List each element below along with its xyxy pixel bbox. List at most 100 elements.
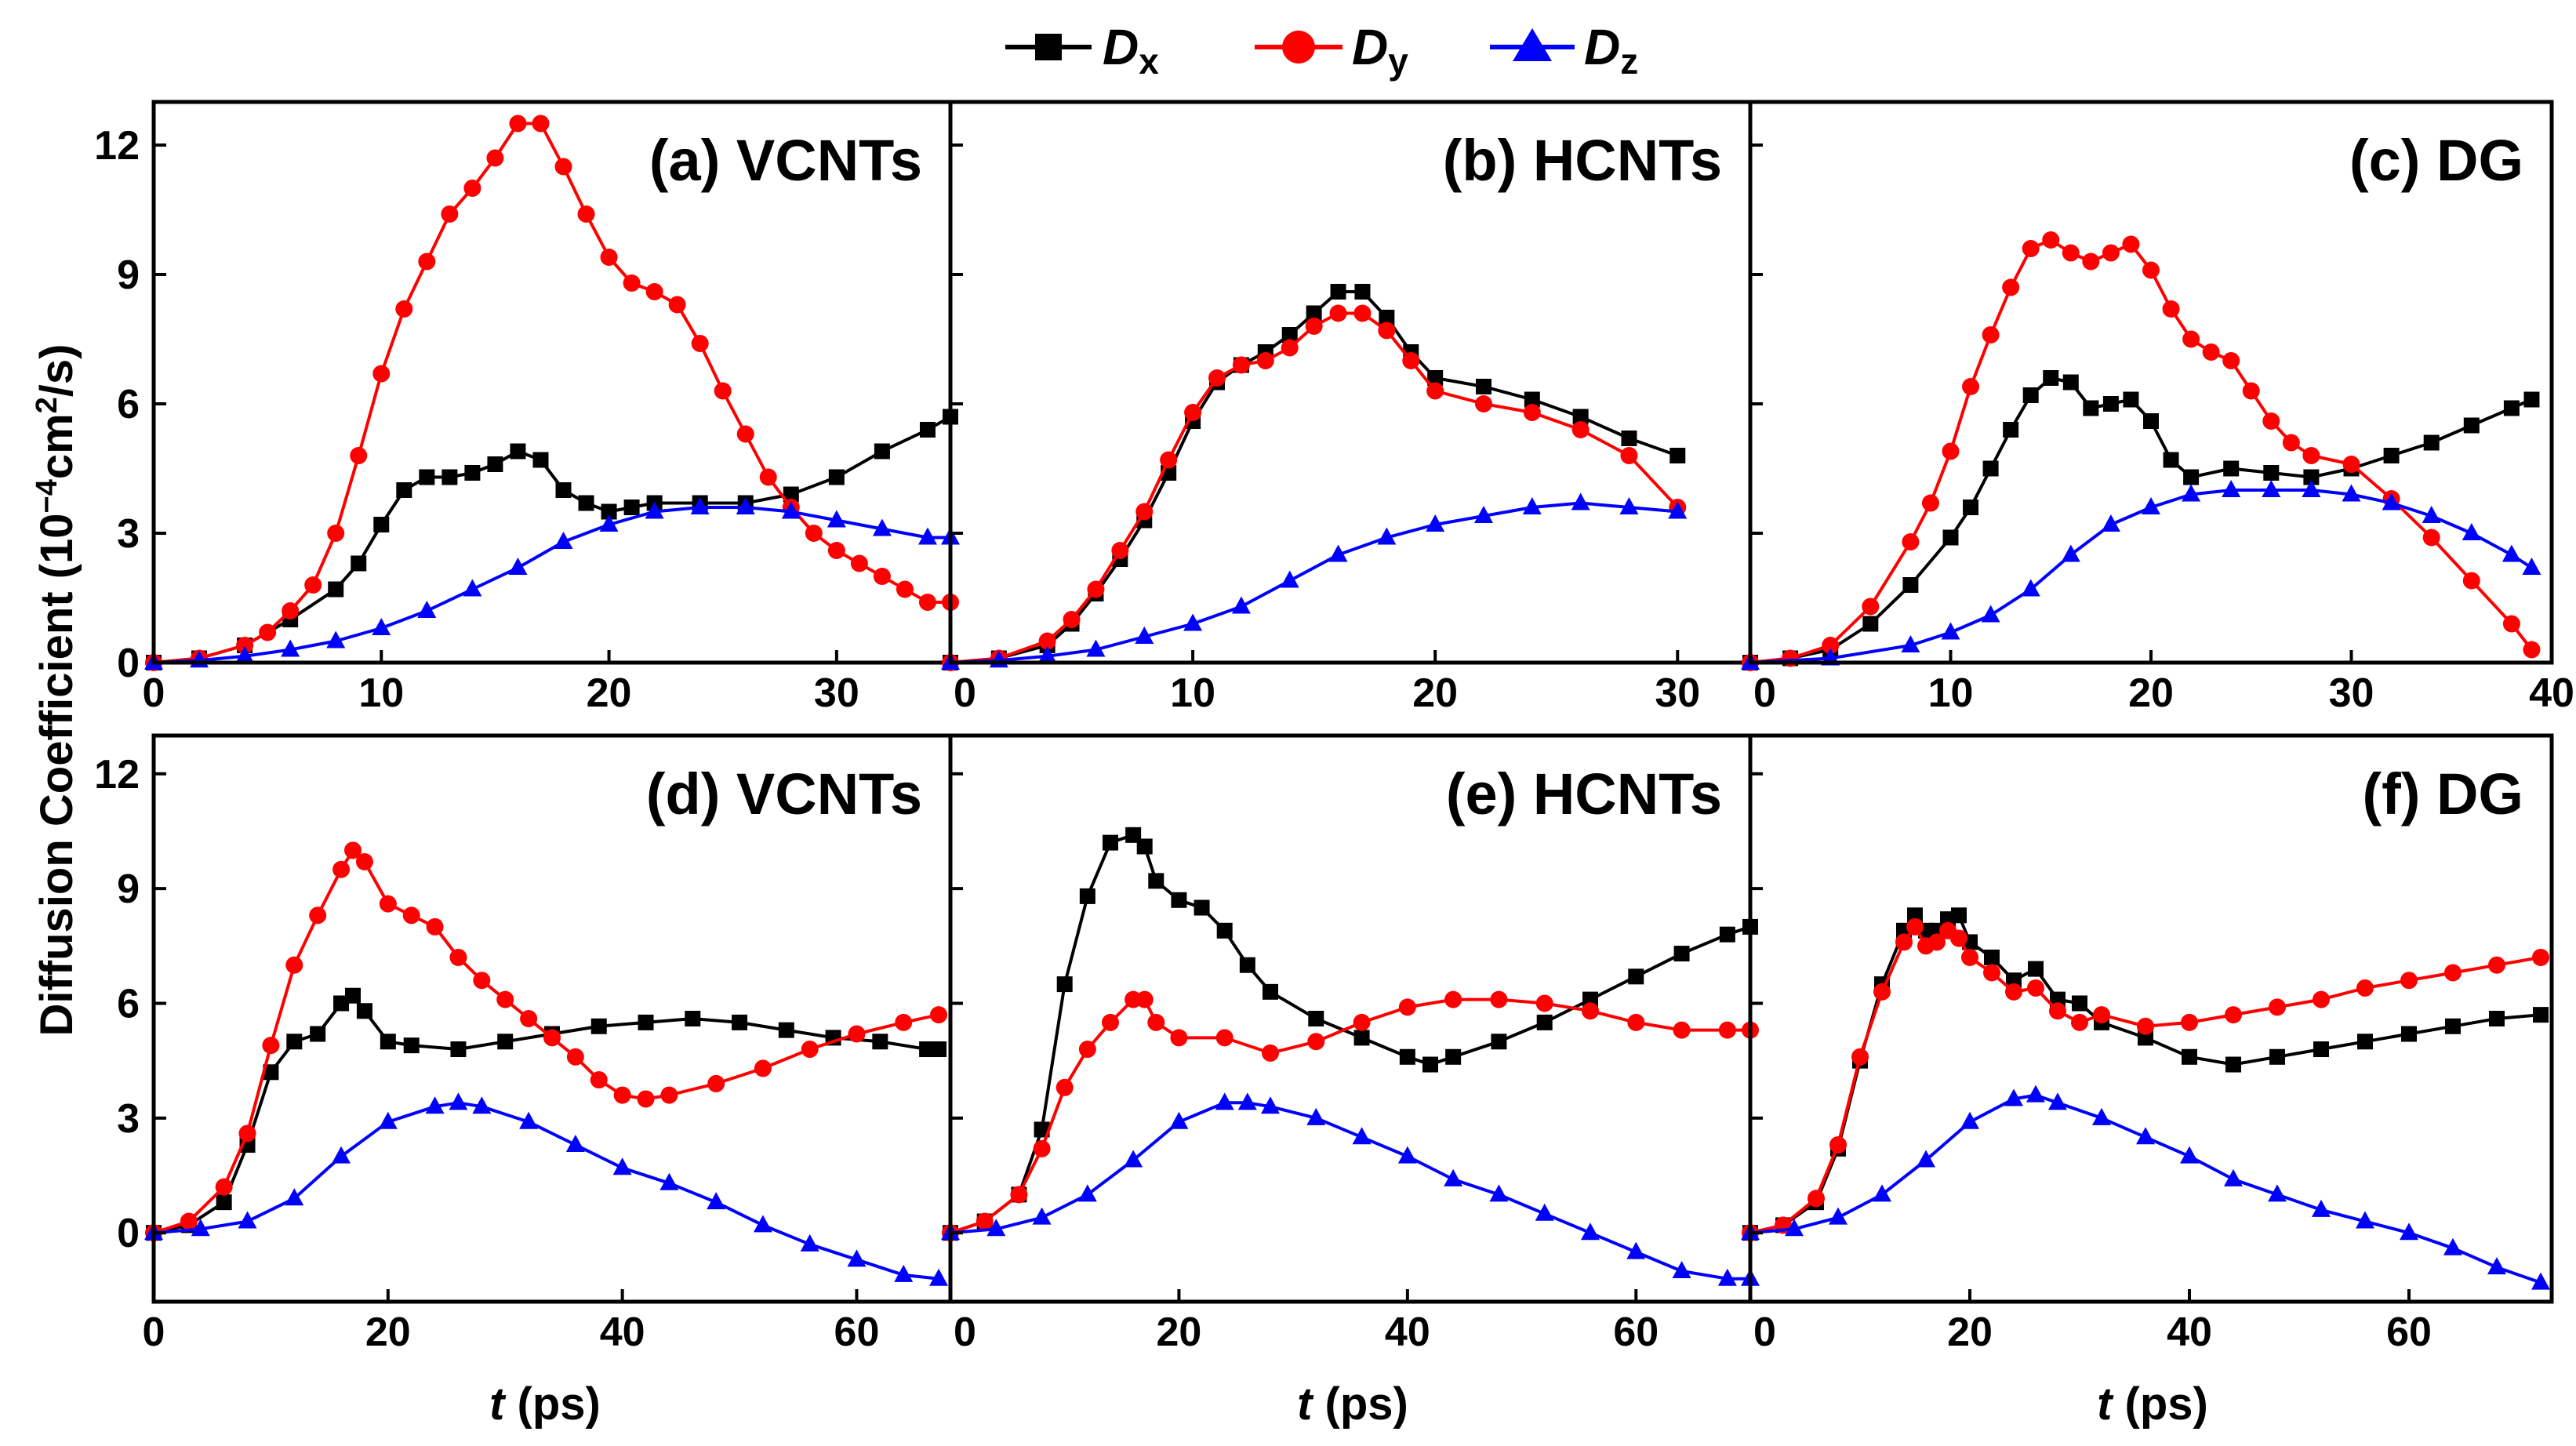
data-point-dy <box>372 365 391 383</box>
data-point-dz <box>417 601 437 618</box>
data-point-dy <box>1983 964 2000 982</box>
panel-f: 0 20 40 60 (f) DG <box>1741 733 2554 1355</box>
data-point-dz <box>2048 1092 2067 1110</box>
data-point-dz <box>1032 1207 1052 1225</box>
data-point-dz <box>2443 1237 2462 1255</box>
data-point-dy <box>259 623 277 641</box>
data-point-dx <box>1308 1011 1324 1026</box>
y-tick-label: 0 <box>117 641 140 686</box>
data-point-dx <box>783 486 799 503</box>
x-tick-label: 40 <box>1385 1310 1430 1355</box>
data-point-dy <box>1535 994 1553 1012</box>
x-tick-label: 20 <box>587 670 632 716</box>
x-tick-label: 0 <box>954 1310 976 1355</box>
data-point-dz <box>2262 480 2281 497</box>
data-point-dy <box>2005 983 2022 1001</box>
data-point-dy <box>918 594 936 611</box>
data-point-dz <box>1231 596 1251 614</box>
data-point-dz <box>285 1188 304 1206</box>
data-point-dy <box>1673 1021 1691 1039</box>
data-point-dx <box>1669 448 1686 463</box>
data-point-dz <box>2092 1107 2111 1125</box>
data-point-dx <box>1491 1034 1507 1050</box>
data-point-dz <box>2026 1084 2045 1103</box>
x-tick-label: 40 <box>2529 670 2574 716</box>
legend-marker-dz <box>1513 28 1552 61</box>
x-tick-label: 0 <box>143 670 165 716</box>
series-dx-line <box>950 833 1751 1235</box>
data-point-dx <box>2263 465 2280 481</box>
data-point-dz <box>1829 1207 1848 1225</box>
data-point-dz <box>1901 635 1920 652</box>
data-point-dy <box>2269 998 2286 1016</box>
x-tick-label: 30 <box>1655 670 1700 716</box>
data-point-dy <box>285 956 303 974</box>
data-point-dy <box>1862 598 1880 616</box>
series-dy-line <box>1749 925 2541 1235</box>
data-point-dx <box>732 1014 748 1030</box>
panel-a: 0 10 20 30 0 3 6 9 12 (a) VCNTs <box>94 100 960 716</box>
data-point-dy <box>1307 1033 1325 1051</box>
data-point-dy <box>2182 330 2200 348</box>
data-point-dy <box>1135 503 1154 521</box>
data-point-dx <box>919 422 936 438</box>
data-point-dx <box>555 482 572 498</box>
y-tick-label: 9 <box>117 253 140 298</box>
data-point-dy <box>1305 318 1323 335</box>
data-point-dx <box>2183 469 2200 485</box>
data-point-dy <box>1490 990 1508 1008</box>
data-point-dx <box>1194 899 1210 916</box>
y-tick-label: 12 <box>94 123 140 169</box>
data-point-dy <box>2093 1006 2110 1024</box>
data-point-dy <box>1353 1013 1371 1031</box>
x-tick-label: 60 <box>834 1310 880 1355</box>
data-point-dx <box>2445 1018 2461 1034</box>
data-point-dx <box>1103 834 1118 851</box>
data-point-dy <box>1571 421 1590 438</box>
data-point-dy <box>759 468 777 486</box>
data-point-dz <box>281 639 300 657</box>
data-point-dy <box>1829 1135 1847 1154</box>
series-dz-line <box>1749 489 2533 664</box>
data-point-dx <box>2223 460 2240 477</box>
data-point-dy <box>418 253 436 271</box>
data-point-dy <box>426 917 444 936</box>
data-point-dy <box>660 1086 678 1104</box>
data-point-dz <box>2487 1257 2506 1275</box>
data-point-dx <box>1476 379 1491 394</box>
data-point-dy <box>1982 326 2000 343</box>
x-axis-title-2-unit: (ps) <box>1312 1379 1408 1430</box>
data-point-dy <box>1873 983 1891 1001</box>
data-point-dy <box>2488 956 2505 974</box>
data-point-dx <box>373 517 390 532</box>
data-point-dy <box>1215 1029 1234 1047</box>
data-point-dy <box>327 525 345 542</box>
data-point-dz <box>1717 1268 1737 1286</box>
data-point-dy <box>1087 580 1105 598</box>
data-point-dy <box>449 948 467 966</box>
data-point-dx <box>1306 305 1322 322</box>
y-tick-label: 3 <box>117 511 140 557</box>
data-point-dx <box>532 452 549 468</box>
data-point-dy <box>1902 533 1920 550</box>
data-point-dx <box>874 443 890 460</box>
x-axis-title-1-var: t <box>489 1379 507 1430</box>
data-point-dx <box>1079 888 1095 904</box>
y-tick-label: 3 <box>117 1096 140 1142</box>
data-point-dy <box>2422 529 2440 547</box>
data-point-dz <box>2356 1211 2374 1229</box>
series-dz-line <box>1749 1093 2541 1284</box>
y-axis-title-mid: cm <box>31 413 82 479</box>
legend-label-dy: Dy <box>1352 19 1408 82</box>
data-point-dx <box>1422 1056 1438 1073</box>
data-point-dy <box>1329 304 1347 322</box>
x-tick-label: 0 <box>1753 1310 1776 1355</box>
data-point-dz <box>1522 497 1542 514</box>
data-point-dz <box>519 1111 539 1129</box>
legend-sub-dz: z <box>1620 41 1638 82</box>
data-point-dz <box>2142 497 2160 514</box>
data-point-dx <box>1281 327 1298 343</box>
data-point-dz <box>425 1096 445 1114</box>
data-point-dx <box>2489 1011 2505 1026</box>
